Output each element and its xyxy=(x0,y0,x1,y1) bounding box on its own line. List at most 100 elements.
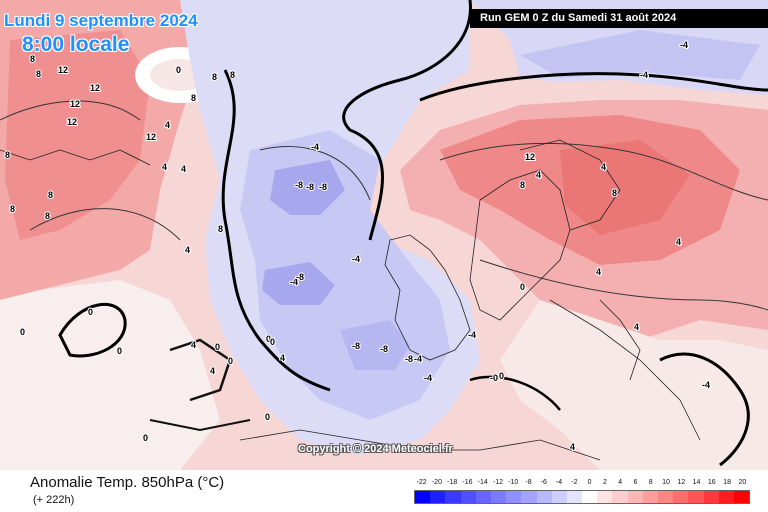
contour-label: 4 xyxy=(181,164,186,174)
contour-label: 0 xyxy=(143,433,148,443)
contour-label: 8 xyxy=(48,190,53,200)
legend-tick-label: -14 xyxy=(477,479,488,486)
legend-tick-label: 4 xyxy=(618,479,623,486)
contour-label: 0 xyxy=(265,412,270,422)
legend-swatch xyxy=(703,491,719,503)
contour-label: 4 xyxy=(162,162,167,172)
contour-label: 4 xyxy=(191,340,196,350)
legend-tick-label: 18 xyxy=(723,479,731,486)
legend-tick-label: 8 xyxy=(648,479,653,486)
legend-swatch xyxy=(475,491,491,503)
model-run-banner: Run GEM 0 Z du Samedi 31 août 2024 xyxy=(470,9,768,28)
contour-label: 0 xyxy=(520,282,525,292)
contour-label: 8 xyxy=(10,204,15,214)
contour-label: 0 xyxy=(215,342,220,352)
contour-label: 4 xyxy=(570,442,575,452)
legend-tick-label: 6 xyxy=(633,479,638,486)
contour-label: 8 xyxy=(5,150,10,160)
contour-label: 8 xyxy=(520,180,525,190)
legend-tick-label: 10 xyxy=(662,479,670,486)
legend-swatch xyxy=(566,491,583,503)
contour-label: 4 xyxy=(210,366,215,376)
contour-label: -8 xyxy=(319,182,327,192)
contour-label: -4 xyxy=(702,380,710,390)
contour-label: -4 xyxy=(290,277,298,287)
legend-tick-label: 12 xyxy=(677,479,686,486)
contour-label: -4 xyxy=(414,354,422,364)
contour-label: 12 xyxy=(58,65,68,75)
contour-label: 4 xyxy=(185,245,190,255)
contour-label: 8 xyxy=(230,70,235,80)
legend-tick-label: -6 xyxy=(540,479,547,486)
contour-label: 4 xyxy=(280,353,285,363)
legend-tick-label: -2 xyxy=(571,479,578,486)
legend-swatch xyxy=(582,491,598,503)
legend-swatch xyxy=(460,491,476,503)
map-area: 8 8 12 12 12 12 12 8 8 8 0 8 8 4 8 4 4 8 8 4 -4 -8 -8 -4 -8 -4 -8-… xyxy=(0,0,768,470)
contour-label: 12 xyxy=(67,117,77,127)
contour-label: 8 xyxy=(212,72,217,82)
legend-swatch xyxy=(612,491,628,503)
legend-tick-label: 14 xyxy=(692,479,701,486)
contour-label: 4 xyxy=(536,170,541,180)
contour-label: 4 xyxy=(601,162,606,172)
legend-swatch xyxy=(733,491,750,503)
contour-label: 0 xyxy=(270,337,275,347)
legend-swatch xyxy=(658,491,674,503)
legend-tick-label: -20 xyxy=(431,479,442,486)
contour-label: 4 xyxy=(634,322,639,332)
contour-label: -8 xyxy=(352,341,360,351)
contour-label: -4 xyxy=(468,330,476,340)
contour-label: -4 xyxy=(640,70,648,80)
legend-tick-label: -4 xyxy=(555,479,563,486)
parameter-title: Anomalie Temp. 850hPa (°C) xyxy=(30,474,225,491)
contour-label: -0 xyxy=(496,371,504,381)
legend-tick-label: -18 xyxy=(447,479,458,486)
contour-label: -4 xyxy=(352,254,360,264)
legend-color-bar xyxy=(414,490,750,504)
legend-tick-label: -16 xyxy=(462,479,473,486)
contour-label: 8 xyxy=(36,69,41,79)
contour-label: -8 xyxy=(296,272,304,282)
legend-swatch xyxy=(415,491,431,503)
contour-label: -8 xyxy=(405,354,413,364)
legend-tick-label: -8 xyxy=(525,479,532,486)
contour-label: 0 xyxy=(176,65,181,75)
contour-label: 8 xyxy=(218,224,223,234)
legend-swatch xyxy=(521,491,537,503)
contour-label: 12 xyxy=(90,83,100,93)
contour-label: -8 xyxy=(306,182,314,192)
copyright-notice: Copyright © 2024 Meteociel.fr xyxy=(298,443,453,455)
legend-swatch xyxy=(536,491,552,503)
contour-label: 8 xyxy=(191,93,196,103)
legend-tick-label: 16 xyxy=(707,479,716,486)
legend-tick-label: 20 xyxy=(738,479,747,486)
contour-label: 4 xyxy=(676,237,681,247)
legend-swatch xyxy=(718,491,734,503)
legend-swatch xyxy=(551,491,567,503)
contour-label: 0 xyxy=(88,307,93,317)
contour-label: 8 xyxy=(45,211,50,221)
legend-tick-label: -10 xyxy=(508,479,519,486)
legend-swatch xyxy=(430,491,446,503)
contour-label: 4 xyxy=(596,267,601,277)
legend-tick-label: -22 xyxy=(416,479,427,486)
legend-tick-labels: -22 -20 -18 -16 -14 -12 -10 -8 -6 -4 -2 0 2 4 6 8 10 12 14… xyxy=(414,479,750,489)
legend-swatch xyxy=(627,491,643,503)
contour-label: 0 xyxy=(20,327,25,337)
contour-label: 8 xyxy=(30,54,35,64)
contour-label: -0 xyxy=(490,373,498,383)
contour-label: 4 xyxy=(165,120,170,130)
lead-time-label: (+ 222h) xyxy=(33,494,75,506)
legend-swatch xyxy=(597,491,613,503)
contour-label: 0 xyxy=(117,346,122,356)
contour-label: 12 xyxy=(70,99,80,109)
contour-label: 12 xyxy=(146,132,156,142)
legend-swatch xyxy=(642,491,658,503)
legend-swatch xyxy=(445,491,461,503)
legend-tick-label: 0 xyxy=(587,479,592,486)
legend-swatch xyxy=(506,491,522,503)
legend-tick-label: 2 xyxy=(602,479,607,486)
